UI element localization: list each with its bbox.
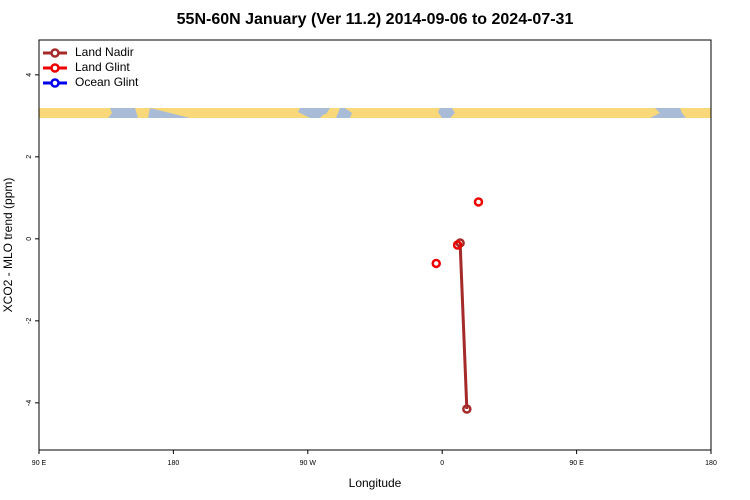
chart-title: 55N-60N January (Ver 11.2) 2014-09-06 to… (177, 11, 574, 28)
legend-marker (50, 48, 60, 58)
y-tick-label: 4 (26, 73, 33, 77)
x-axis-label: Longitude (349, 476, 402, 490)
series-line (458, 242, 469, 410)
legend-label: Land Glint (75, 60, 130, 74)
point (452, 240, 463, 250)
y-tick-label: -4 (26, 400, 33, 406)
plot-frame (38, 39, 712, 451)
legend-marker (50, 78, 60, 88)
y-tick-label: 0 (26, 237, 33, 241)
y-tick-label: 2 (26, 155, 33, 159)
legend-marker (50, 63, 60, 73)
x-tick-label: 90 E (32, 460, 47, 467)
x-tick-label: 90 E (569, 460, 584, 467)
x-tick-label: 180 (705, 460, 717, 467)
x-tick-label: 90 W (300, 460, 317, 467)
point (462, 404, 472, 414)
y-axis-label: XCO2 - MLO trend (ppm) (1, 178, 15, 313)
y-tick-label: -2 (26, 318, 33, 324)
point (473, 197, 484, 207)
map-strip (39, 108, 711, 118)
legend-label: Land Nadir (75, 45, 134, 59)
x-tick-label: 180 (168, 460, 180, 467)
legend-label: Ocean Glint (75, 75, 139, 89)
point (431, 258, 441, 269)
x-tick-label: 0 (440, 460, 444, 467)
